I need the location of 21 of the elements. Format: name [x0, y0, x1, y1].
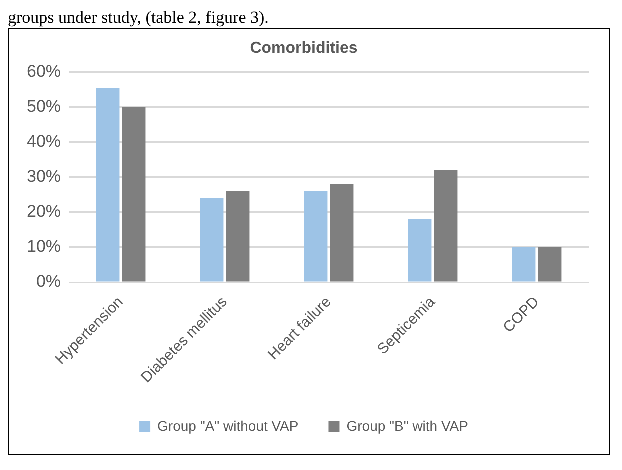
bar — [226, 191, 250, 282]
y-tick-label: 20% — [26, 202, 62, 222]
bar — [512, 247, 536, 282]
text: groups under study, (table 2, figure 3). — [8, 8, 270, 28]
bar — [330, 184, 354, 282]
y-tick-label: 0% — [36, 272, 62, 292]
y-tick-label: 10% — [26, 237, 62, 256]
chart-title: Comorbidities — [250, 40, 358, 58]
bar — [408, 219, 432, 282]
bar — [122, 107, 146, 282]
bar — [200, 198, 224, 282]
y-tick-label: 40% — [26, 132, 62, 151]
bar — [538, 247, 562, 282]
y-tick-label: 50% — [26, 96, 62, 116]
y-tick-label: 60% — [26, 62, 62, 81]
legend-label: Group "A" without VAP — [158, 418, 299, 434]
legend-label: Group "B" with VAP — [346, 418, 468, 434]
bar — [96, 88, 120, 282]
bar — [434, 170, 458, 282]
y-tick-label: 30% — [26, 167, 62, 186]
bar — [304, 191, 328, 282]
